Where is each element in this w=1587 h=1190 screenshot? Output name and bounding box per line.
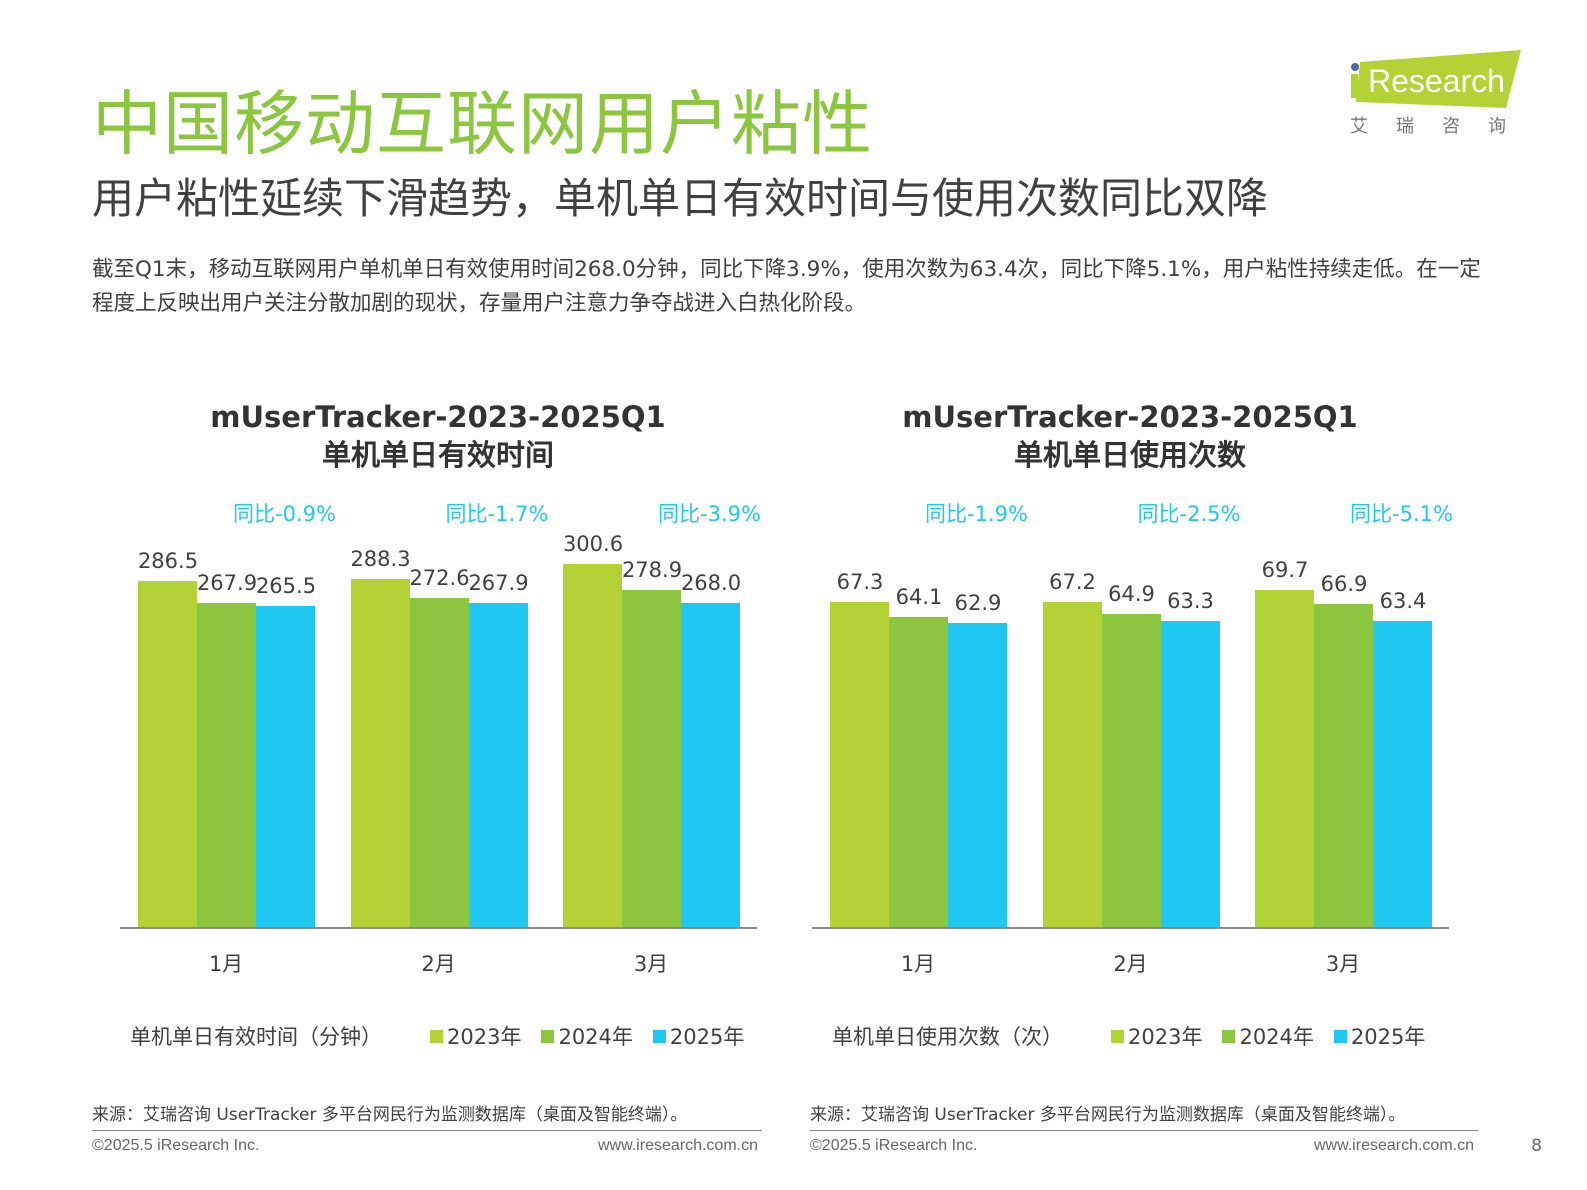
legend-label: 2023年 [1128,1025,1203,1049]
bar-2025-3 [1373,620,1432,927]
legend: 单机单日有效时间（分钟） 2023年 2024年 2025年 [130,1021,744,1051]
value-label: 66.9 [1320,571,1368,596]
value-label: 67.2 [1049,570,1096,595]
website: www.iresearch.com.cn [1313,1137,1474,1154]
chart-title: mUserTracker-2023-2025Q1 [210,400,666,434]
bar-2023-3 [1255,590,1314,927]
legend-item-2025: 2025年 [1333,1021,1426,1051]
legend-swatch [430,1029,443,1043]
page-title: 中国移动互联网用户粘性 [92,83,873,165]
chart-title: mUserTracker-2023-2025Q1 [902,400,1358,434]
value-label: 64.1 [895,585,943,610]
website: www.iresearch.com.cn [597,1137,758,1154]
value-label: 265.5 [255,574,317,599]
yoy-label: 同比-2.5% [1137,502,1241,526]
source-note: 来源：艾瑞咨询 UserTracker 多平台网民行为监测数据库（桌面及智能终端… [92,1105,688,1125]
yoy-label: 同比-1.9% [925,502,1028,526]
value-label: 272.6 [409,565,470,590]
value-label: 63.3 [1167,589,1214,614]
legend-label: 2024年 [558,1025,633,1049]
category-label: 2月 [421,952,456,976]
bar-2024-1 [197,603,256,927]
legend-label: 2024年 [1239,1025,1314,1049]
legend-label: 2025年 [669,1025,745,1049]
bar-2024-3 [622,590,681,927]
source-note: 来源：艾瑞咨询 UserTracker 多平台网民行为监测数据库（桌面及智能终端… [810,1105,1406,1125]
description: 截至Q1末，移动互联网用户单机单日有效使用时间268.0分钟，同比下降3.9%，… [92,257,1481,316]
page-subtitle: 用户粘性延续下滑趋势，单机单日有效时间与使用次数同比双降 [92,174,1269,223]
yoy-label: 同比-5.1% [1350,502,1453,526]
bar-2024-1 [889,617,948,927]
svg-text:艾瑞咨询: 艾瑞咨询 [1350,116,1523,137]
value-label: 267.9 [468,571,529,596]
legend-swatch [1222,1029,1236,1043]
legend-swatch [652,1029,666,1043]
bar-2025-2 [468,603,528,927]
footer-divider [92,1130,762,1131]
legend-label: 2023年 [447,1025,522,1049]
value-label: 267.9 [196,571,258,596]
iresearch-logo: Research 艾瑞咨询 [1348,50,1523,140]
legend-label: 2025年 [1350,1025,1426,1049]
x-axis [120,927,757,929]
legend-swatch [1333,1029,1347,1043]
value-label: 69.7 [1261,558,1309,583]
bar-2023-2 [350,578,410,927]
value-label: 268.0 [680,571,742,596]
value-label: 300.6 [562,531,624,556]
legend-title: 单机单日使用次数（次） [832,1025,1063,1049]
value-label: 288.3 [350,546,411,571]
bar-2023-1 [830,602,889,927]
category-label: 3月 [1325,952,1361,976]
legend-item-2024: 2024年 [1222,1021,1314,1051]
chart-subtitle: 单机单日有效时间 [321,438,554,472]
legend-item-2023: 2023年 [430,1021,521,1051]
category-label: 1月 [208,952,244,976]
bar-2024-3 [1314,603,1373,927]
legend-item-2025: 2025年 [652,1021,745,1051]
bar-2025-2 [1160,621,1220,927]
bar-2025-1 [948,623,1007,927]
value-label: 278.9 [621,558,683,583]
footer-divider [810,1130,1478,1131]
legend-item-2023: 2023年 [1111,1021,1202,1051]
yoy-label: 同比-1.7% [445,502,549,526]
svg-text:Research: Research [1368,63,1505,99]
value-label: 62.9 [954,591,1002,616]
bar-2025-3 [681,603,740,927]
bar-2023-2 [1042,602,1102,927]
value-label: 286.5 [137,549,199,573]
bar-2024-2 [409,597,469,927]
legend-swatch [1111,1029,1124,1043]
category-label: 2月 [1113,952,1148,976]
value-label: 63.4 [1379,588,1427,613]
legend-swatch [541,1029,555,1043]
category-label: 3月 [633,952,669,976]
legend: 单机单日使用次数（次） 2023年 2024年 2025年 [832,1021,1425,1051]
category-label: 1月 [900,952,936,976]
bar-2023-3 [563,563,622,927]
value-label: 67.3 [836,570,884,594]
bar-2025-1 [256,606,315,927]
yoy-label: 同比-3.9% [658,502,761,526]
bar-2023-1 [138,581,197,927]
bar-2024-2 [1101,613,1161,927]
copyright: ©2025.5 iResearch Inc. [810,1137,978,1154]
legend-title: 单机单日有效时间（分钟） [130,1025,382,1049]
page-number: 8 [1531,1136,1542,1156]
x-axis [812,927,1449,929]
chart-subtitle: 单机单日使用次数 [1013,438,1246,472]
value-label: 64.9 [1108,581,1155,606]
yoy-label: 同比-0.9% [233,502,336,526]
copyright: ©2025.5 iResearch Inc. [92,1137,260,1154]
legend-item-2024: 2024年 [541,1021,633,1051]
